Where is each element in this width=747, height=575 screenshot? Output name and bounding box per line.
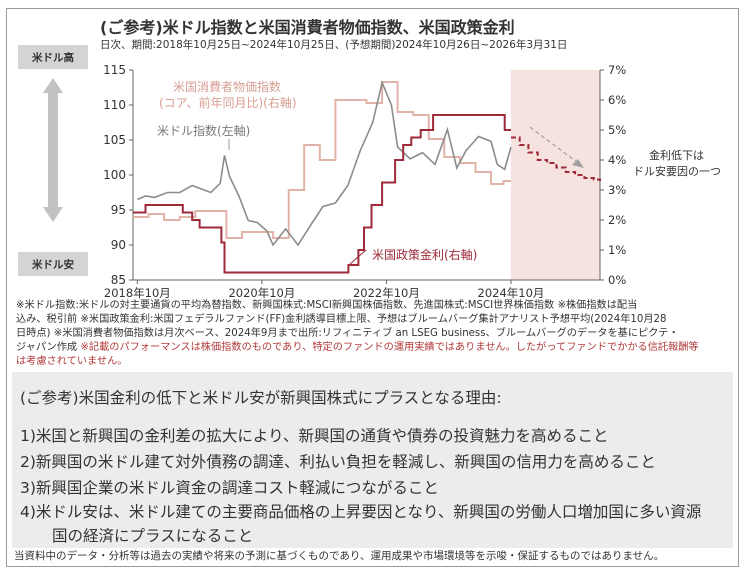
y-right-tick-label: 1% [608,243,626,257]
x-tick-label: 2018年10月 [104,286,171,300]
note-line-4: ジャパン作成 ※記載のパフォーマンスは株価指数のものであり、特定のファンドの運用… [16,341,732,355]
reasons-box: (ご参考)米国金利の低下と米ドル安が新興国株式にプラスとなる理由: 1)米国と新… [12,372,733,548]
y-left-tick-label: 85 [111,273,126,287]
note-line-4-black: ジャパン作成 [16,342,81,353]
forecast-note-line-1: 金利低下は [649,148,704,162]
y-right-tick-label: 7% [608,63,626,77]
note-line-1: ※米ドル指数:米ドルの対主要通貨の平均為替指数、新興国株式:MSCI新興国株価指… [16,300,638,311]
series-line-usd-index [137,80,512,247]
x-tick-label: 2022年10月 [353,286,420,300]
note-line-3: 日時点) ※米国消費者物価指数は月次ベース、2024年9月まで出所:リフィニティ… [16,328,679,339]
forecast-arrow [529,126,579,164]
y-right-tick-label: 3% [608,183,626,197]
y-left-tick-label: 105 [103,133,126,147]
y-right-tick-label: 6% [608,93,626,107]
y-right-tick-label: 2% [608,213,626,227]
reason-item-4a: 4)米ドル安は、米ドル建ての主要商品価格の上昇要因となり、新興国の労働人口増加国… [20,503,702,521]
x-tick-label: 2024年10月 [478,286,545,300]
usd-strong-label: 米ドル高 [18,45,88,69]
usd-index-series-label: 米ドル指数(左軸) [157,123,250,138]
reason-item-4b: 国の経済にプラスになること [52,527,254,545]
disclaimer-footer: 当資料中のデータ・分析等は過去の実績や将来の予測に基づくものであり、運用成果や市… [14,550,665,562]
series-line-policy-rate [133,114,511,274]
reason-item-2: 2)新興国の米ドル建て対外債務の調達、利払い負担を軽減し、新興国の信用力を高める… [20,453,656,471]
y-right-tick-label: 5% [608,123,626,137]
rate-label-leader [349,249,367,265]
usd-weak-label: 米ドル安 [18,252,88,276]
note-line-4-red: ※記載のパフォーマンスは株価指数のものであり、特定のファンドの運用実績ではありま… [80,342,699,353]
reasons-heading: (ご参考)米国金利の低下と米ドル安が新興国株式にプラスとなる理由: [20,389,502,407]
y-left-tick-label: 110 [103,98,126,112]
page-subtitle: 日次、期間:2018年10月25日~2024年10月25日、(予想期間)2024… [100,39,568,51]
series-line-policy-rate-forecast [511,136,601,181]
x-tick-label: 2020年10月 [228,286,295,300]
y-left-tick-label: 100 [103,168,126,182]
y-left-tick-label: 90 [111,238,126,252]
cpi-series-label: 米国消費者物価指数 [173,79,281,94]
cpi-series-label-sub: (コア、前年同月比)(右軸) [159,95,297,110]
forecast-band [510,70,600,280]
reason-item-1: 1)米国と新興国の金利差の拡大により、新興国の通貨や債券の投資魅力を高めること [20,427,609,445]
reason-item-3: 3)新興国企業の米ドル資金の調達コスト軽減につながること [20,479,439,497]
policy-rate-series-label: 米国政策金利(右軸) [372,247,477,262]
chart-notes: ※米ドル指数:米ドルの対主要通貨の平均為替指数、新興国株式:MSCI新興国株価指… [16,299,732,369]
y-left-tick-label: 95 [111,203,126,217]
forecast-arrowhead-icon [572,159,584,168]
forecast-note-line-2: ドル安要因の一つ [633,164,721,178]
y-left-tick-label: 115 [103,63,126,77]
page-title: (ご参考)米ドル指数と米国消費者物価指数、米国政策金利 [100,18,515,37]
note-line-2: 込み、税引前 ※米国政策金利:米国フェデラルファンド(FF)金利誘導目標上限、予… [16,314,667,325]
y-right-tick-label: 4% [608,153,626,167]
series-line-cpi [133,81,511,239]
note-line-5: は考慮されていません。 [16,356,128,367]
y-right-tick-label: 0% [608,273,626,287]
